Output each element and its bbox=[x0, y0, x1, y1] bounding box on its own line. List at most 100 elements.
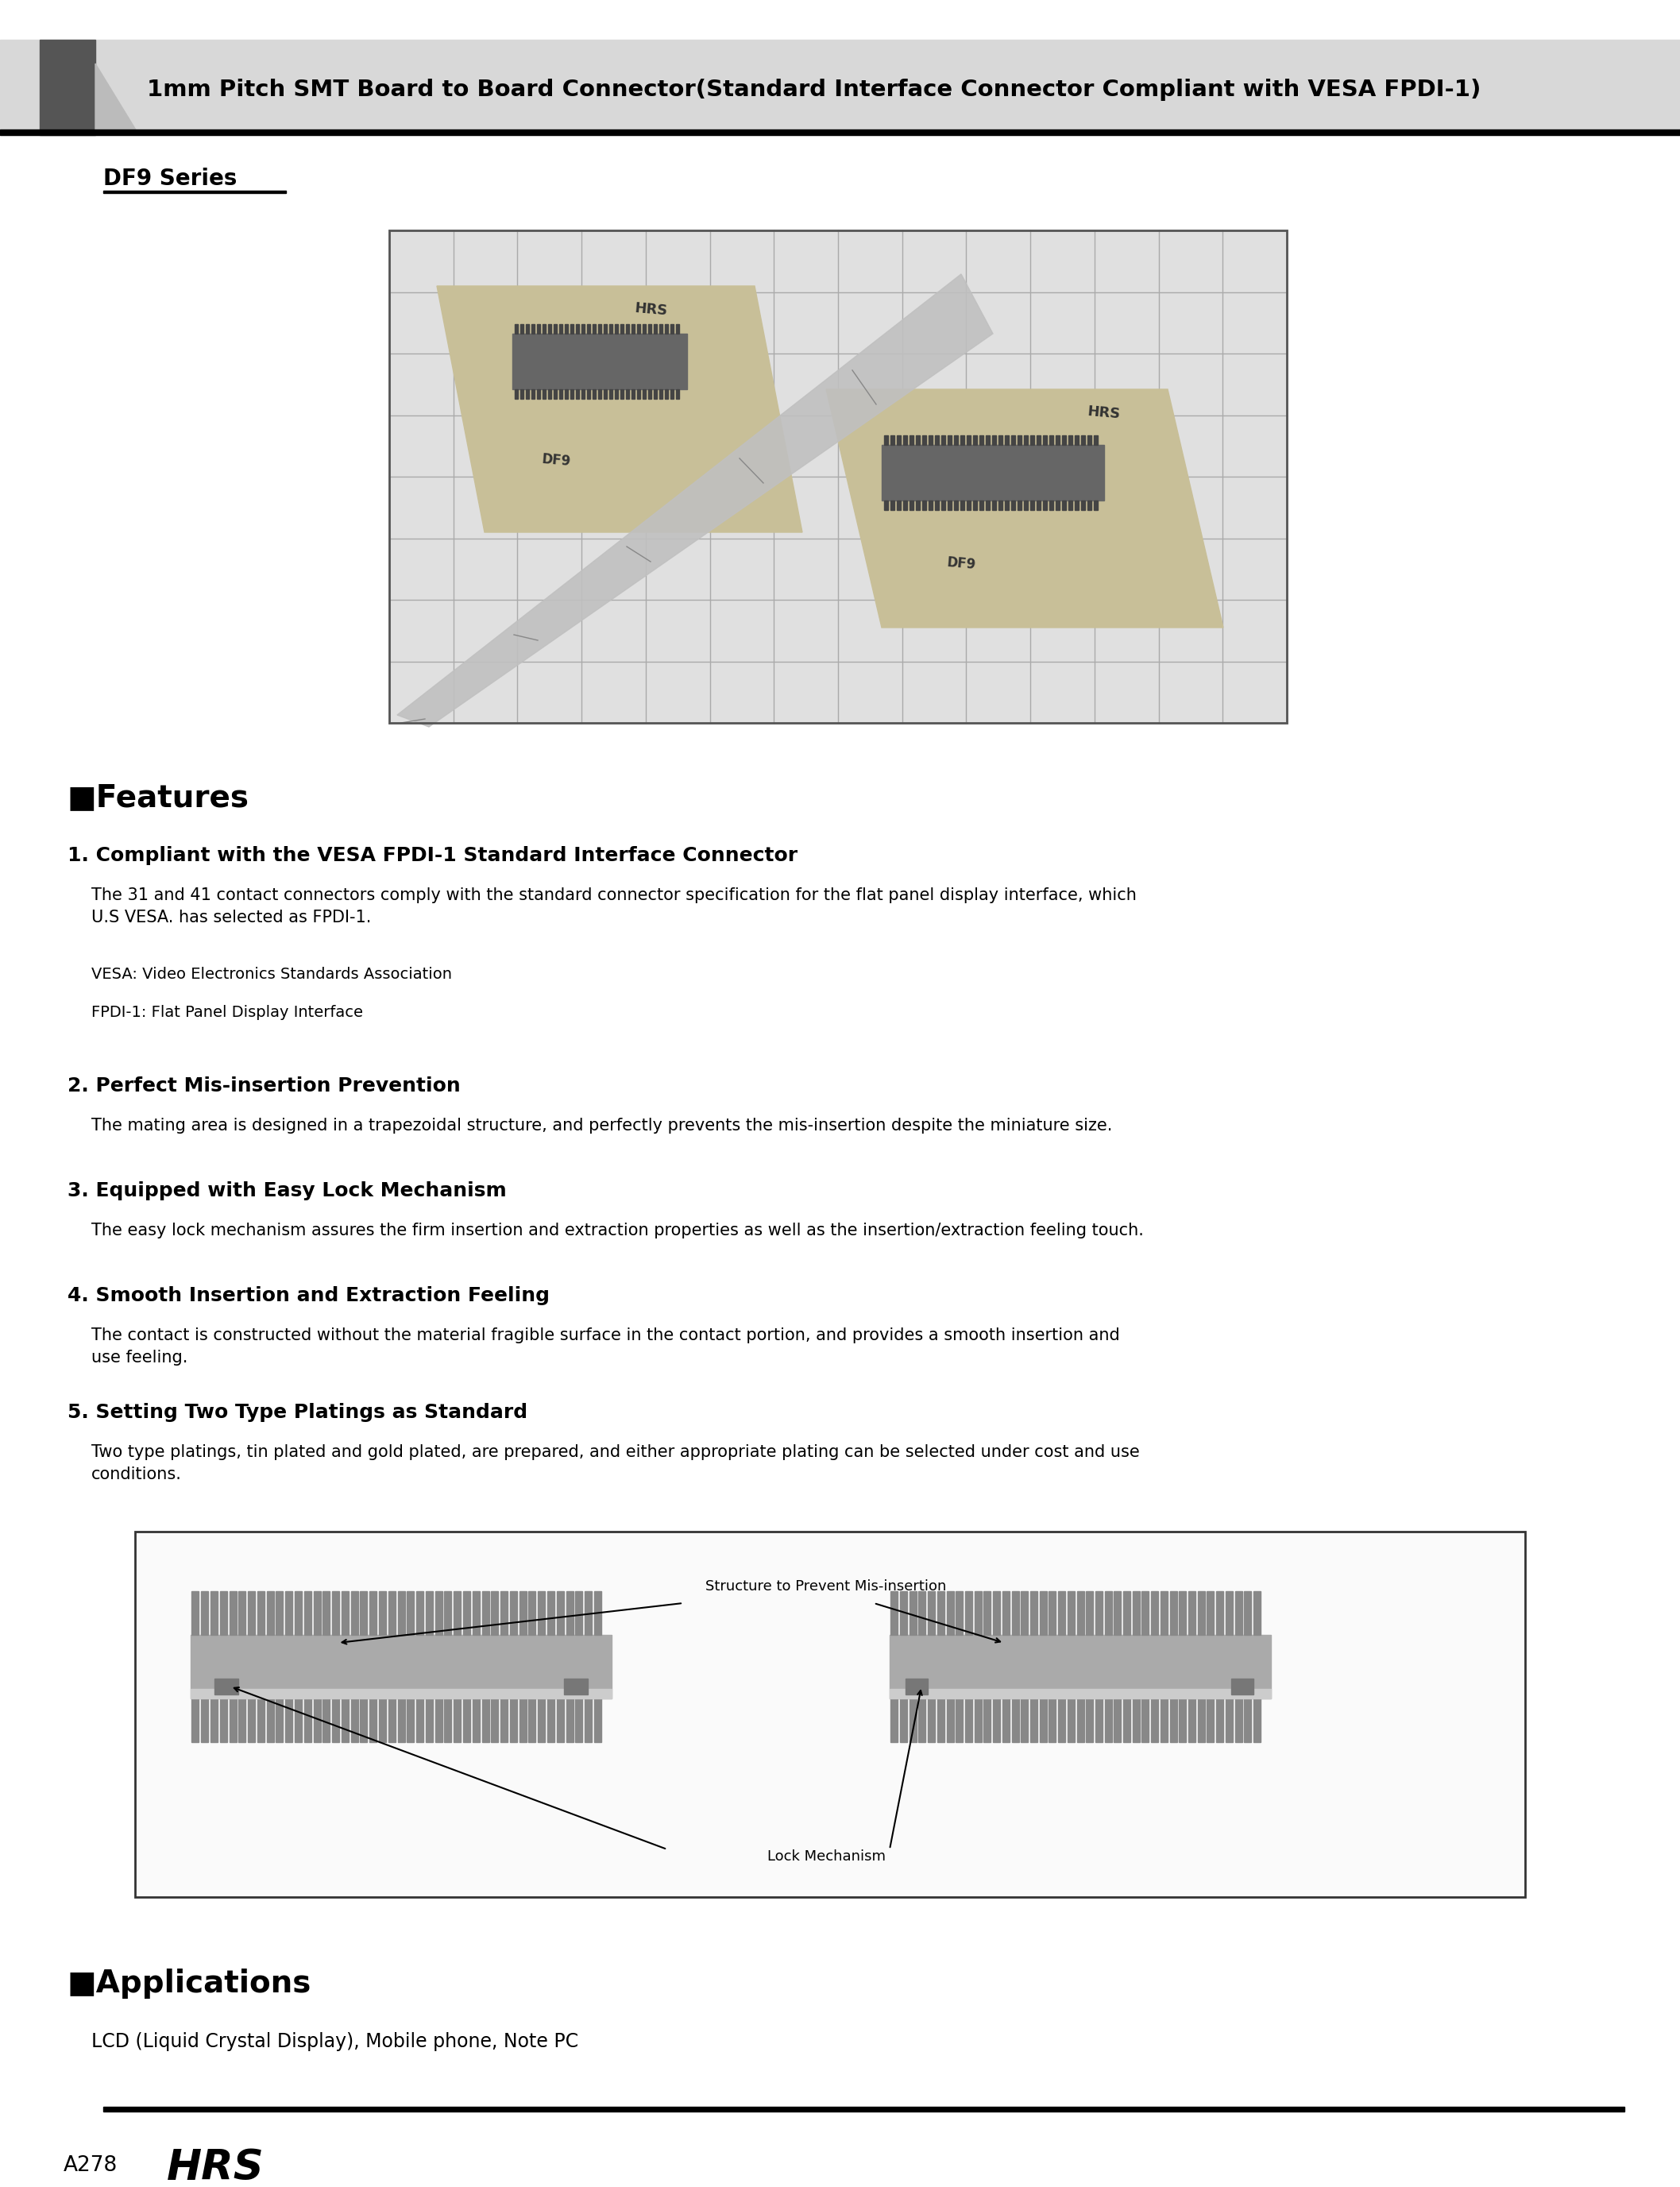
Bar bbox=[1169, 1592, 1178, 1636]
Bar bbox=[890, 1699, 897, 1743]
Bar bbox=[454, 1592, 460, 1636]
Bar bbox=[388, 1699, 395, 1743]
Bar bbox=[882, 444, 1104, 501]
Bar bbox=[1080, 501, 1085, 510]
Bar bbox=[554, 389, 556, 398]
Bar bbox=[1003, 1592, 1010, 1636]
Bar bbox=[1094, 501, 1097, 510]
Bar bbox=[390, 230, 1287, 724]
Text: 2. Perfect Mis-insertion Prevention: 2. Perfect Mis-insertion Prevention bbox=[67, 1076, 460, 1096]
Bar bbox=[1055, 435, 1060, 444]
Text: HRS: HRS bbox=[635, 302, 669, 319]
Bar bbox=[190, 1688, 612, 1699]
Bar bbox=[659, 324, 662, 335]
Bar bbox=[341, 1592, 348, 1636]
Bar bbox=[509, 1592, 517, 1636]
Bar bbox=[1011, 435, 1015, 444]
Bar bbox=[909, 1699, 917, 1743]
Bar bbox=[610, 389, 613, 398]
Text: HRS: HRS bbox=[166, 2148, 264, 2187]
Bar bbox=[1124, 1592, 1131, 1636]
Bar bbox=[1161, 1699, 1168, 1743]
Bar bbox=[1077, 1699, 1084, 1743]
Bar bbox=[249, 1592, 255, 1636]
Bar bbox=[239, 1592, 245, 1636]
Bar bbox=[444, 1592, 452, 1636]
Bar bbox=[637, 389, 640, 398]
Bar bbox=[961, 501, 964, 510]
Bar bbox=[564, 324, 568, 335]
Bar bbox=[986, 435, 990, 444]
Text: ■Applications: ■Applications bbox=[67, 1968, 312, 1999]
Bar bbox=[1253, 1699, 1260, 1743]
Text: DF9 Series: DF9 Series bbox=[102, 168, 237, 190]
Bar bbox=[370, 1699, 376, 1743]
Bar bbox=[670, 389, 674, 398]
Bar bbox=[220, 1699, 227, 1743]
Bar bbox=[909, 501, 914, 510]
Bar bbox=[529, 1592, 536, 1636]
Bar bbox=[257, 1592, 264, 1636]
Text: DF9: DF9 bbox=[946, 555, 976, 573]
Bar bbox=[314, 1699, 321, 1743]
Bar bbox=[665, 389, 669, 398]
Bar bbox=[966, 501, 971, 510]
Bar bbox=[1169, 1699, 1178, 1743]
Bar bbox=[501, 1699, 507, 1743]
Bar bbox=[1030, 435, 1035, 444]
Bar bbox=[948, 501, 951, 510]
Bar bbox=[890, 435, 894, 444]
Bar bbox=[904, 501, 907, 510]
Bar bbox=[543, 324, 546, 335]
Bar bbox=[890, 1592, 897, 1636]
Bar bbox=[632, 324, 635, 335]
Bar bbox=[559, 389, 563, 398]
Bar bbox=[341, 1699, 348, 1743]
Bar bbox=[1132, 1699, 1139, 1743]
Bar bbox=[491, 1699, 499, 1743]
Bar bbox=[1095, 1699, 1102, 1743]
Bar bbox=[548, 389, 551, 398]
Bar bbox=[267, 1699, 274, 1743]
Bar bbox=[454, 1699, 460, 1743]
Bar bbox=[202, 1699, 208, 1743]
Bar bbox=[906, 1680, 927, 1695]
Bar bbox=[979, 435, 983, 444]
Bar bbox=[482, 1699, 489, 1743]
Bar bbox=[998, 501, 1003, 510]
Bar bbox=[1114, 1699, 1121, 1743]
Bar bbox=[566, 1592, 573, 1636]
Bar bbox=[643, 389, 645, 398]
Bar bbox=[593, 389, 596, 398]
Bar bbox=[575, 1699, 583, 1743]
Bar bbox=[1050, 435, 1053, 444]
Bar bbox=[586, 324, 590, 335]
Bar bbox=[1225, 1592, 1233, 1636]
Bar bbox=[491, 1592, 499, 1636]
Bar bbox=[472, 1699, 479, 1743]
Bar bbox=[984, 1699, 991, 1743]
Bar bbox=[210, 1592, 218, 1636]
Bar bbox=[595, 1592, 601, 1636]
Bar bbox=[954, 435, 958, 444]
Bar bbox=[538, 389, 541, 398]
Bar bbox=[570, 389, 573, 398]
Bar bbox=[603, 324, 606, 335]
Bar bbox=[648, 324, 652, 335]
Bar bbox=[360, 1699, 368, 1743]
Polygon shape bbox=[96, 63, 139, 136]
Bar bbox=[929, 435, 932, 444]
Bar bbox=[1068, 501, 1072, 510]
Bar bbox=[900, 1699, 907, 1743]
Bar bbox=[615, 324, 618, 335]
Bar bbox=[102, 2106, 1625, 2110]
Text: Structure to Prevent Mis-insertion: Structure to Prevent Mis-insertion bbox=[706, 1579, 946, 1594]
Bar bbox=[286, 1699, 292, 1743]
Bar bbox=[993, 501, 996, 510]
Bar bbox=[482, 1592, 489, 1636]
Bar bbox=[927, 1592, 936, 1636]
Bar bbox=[501, 1592, 507, 1636]
Bar bbox=[919, 1699, 926, 1743]
Bar bbox=[526, 389, 529, 398]
Bar bbox=[228, 1699, 237, 1743]
